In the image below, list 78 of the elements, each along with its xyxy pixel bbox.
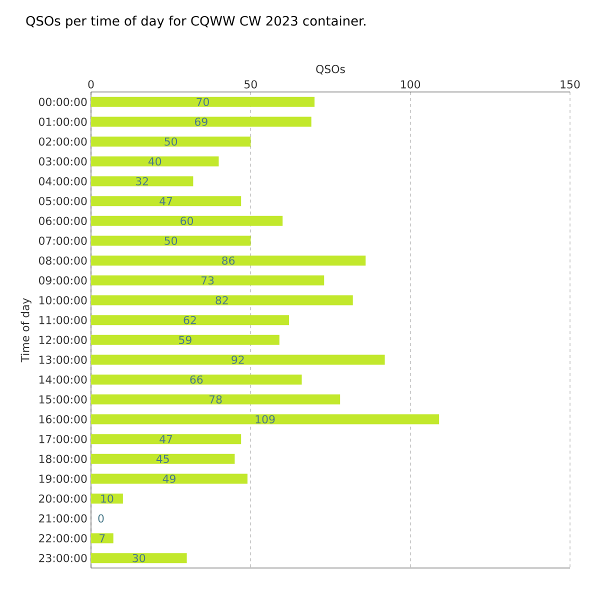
bar xyxy=(91,354,385,365)
data-label: 50 xyxy=(164,236,178,245)
data-label: 66 xyxy=(190,375,203,384)
y-tick-label: 01:00:00 xyxy=(38,118,87,126)
x-tick-label: 0 xyxy=(88,80,94,88)
y-tick-label: 13:00:00 xyxy=(39,356,87,364)
data-label: 30 xyxy=(132,554,146,562)
y-tick-label: 16:00:00 xyxy=(39,415,87,424)
bar xyxy=(91,196,242,206)
chart-title: QSOs per time of day for CQWW CW 2023 container. xyxy=(26,16,366,28)
bar xyxy=(91,474,248,484)
bar xyxy=(91,275,324,286)
data-label: 86 xyxy=(222,256,235,265)
bar xyxy=(91,295,353,306)
data-label: 0 xyxy=(98,514,104,523)
bar xyxy=(91,136,251,147)
bar xyxy=(91,96,315,107)
data-label: 73 xyxy=(201,276,214,285)
y-tick-label: 20:00:00 xyxy=(39,494,87,503)
data-label: 62 xyxy=(184,316,196,324)
data-label: 32 xyxy=(136,177,148,186)
data-label: 109 xyxy=(256,415,275,424)
bar xyxy=(91,176,194,186)
y-tick-label: 11:00:00 xyxy=(39,316,87,324)
data-label: 47 xyxy=(160,435,172,444)
data-label: 47 xyxy=(160,197,172,206)
y-tick-label: 00:00:00 xyxy=(38,98,87,106)
data-label: 45 xyxy=(156,454,169,463)
bar xyxy=(91,236,251,246)
y-tick-label: 07:00:00 xyxy=(38,236,87,245)
y-tick-label: 14:00:00 xyxy=(39,375,87,384)
bar xyxy=(91,116,312,127)
y-tick-label: 23:00:00 xyxy=(39,554,87,562)
bar xyxy=(91,256,366,266)
data-label: 10 xyxy=(101,494,114,503)
y-tick-label: 04:00:00 xyxy=(38,177,87,186)
y-tick-label: 21:00:00 xyxy=(39,514,87,523)
y-tick-label: 06:00:00 xyxy=(38,216,87,226)
data-label: 69 xyxy=(194,118,208,126)
y-tick-label: 19:00:00 xyxy=(39,474,87,483)
bar xyxy=(91,394,340,404)
x-tick-label: 100 xyxy=(401,80,420,88)
bar xyxy=(91,533,114,544)
y-tick-label: 17:00:00 xyxy=(39,434,87,444)
y-tick-label: 18:00:00 xyxy=(39,454,87,464)
bar xyxy=(91,454,235,464)
bar xyxy=(91,156,219,166)
data-label: 59 xyxy=(179,336,192,344)
bar xyxy=(91,315,289,326)
data-label: 70 xyxy=(196,98,210,106)
y-tick-label: 08:00:00 xyxy=(38,256,87,265)
y-axis-title: Time of day xyxy=(20,298,32,362)
bar xyxy=(91,374,302,385)
y-tick-label: 10:00:00 xyxy=(39,296,87,304)
y-tick-label: 03:00:00 xyxy=(38,157,87,166)
bar xyxy=(91,414,440,424)
y-tick-label: 12:00:00 xyxy=(39,336,87,344)
x-tick-label: 150 xyxy=(560,80,580,88)
x-axis-title: QSOs xyxy=(316,64,345,74)
y-tick-label: 22:00:00 xyxy=(39,534,87,542)
data-label: 60 xyxy=(180,216,194,226)
y-tick-label: 15:00:00 xyxy=(39,395,87,404)
data-label: 40 xyxy=(148,157,162,166)
bar xyxy=(91,553,187,564)
data-label: 7 xyxy=(100,534,105,542)
y-tick-label: 05:00:00 xyxy=(38,196,87,206)
y-tick-label: 02:00:00 xyxy=(38,137,87,146)
data-label: 82 xyxy=(216,296,228,304)
bar xyxy=(91,434,242,444)
y-tick-label: 09:00:00 xyxy=(38,276,87,285)
x-tick-label: 50 xyxy=(244,80,257,88)
bar xyxy=(91,334,280,345)
data-label: 92 xyxy=(232,356,244,364)
data-label: 78 xyxy=(209,395,222,404)
data-label: 50 xyxy=(164,137,178,146)
bar xyxy=(91,494,123,504)
bar xyxy=(91,216,283,226)
data-label: 49 xyxy=(162,474,176,483)
